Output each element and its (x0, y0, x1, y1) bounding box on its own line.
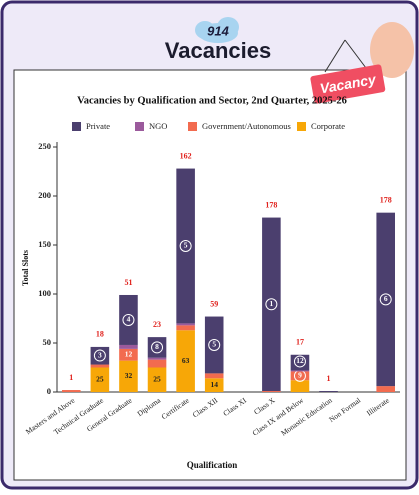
legend-swatch (188, 122, 197, 131)
private-badge-label: 5 (184, 241, 188, 250)
value-label: 25 (96, 374, 104, 383)
bar-segment (376, 386, 395, 392)
y-tick-label: 50 (43, 337, 52, 347)
top-label: 59 (210, 299, 218, 308)
chart-title: Vacancies by Qualification and Sector, 2… (77, 95, 347, 106)
bar-segment (319, 391, 338, 392)
top-label: 162 (180, 151, 192, 160)
private-badge-label: 1 (270, 299, 274, 308)
value-label: 63 (182, 356, 190, 365)
value-label: 25 (153, 374, 161, 383)
y-tick-label: 200 (38, 190, 51, 200)
legend-swatch (135, 122, 144, 131)
legend-label: Corporate (311, 121, 345, 131)
private-badge-label: 4 (127, 315, 131, 324)
top-label: 51 (124, 278, 132, 287)
bar-segment (176, 325, 195, 330)
private-badge-label: 12 (296, 356, 304, 365)
private-badge-label: 3 (98, 350, 102, 359)
top-label: 18 (96, 330, 104, 339)
page-title: Vacancies (165, 38, 271, 63)
top-label: 178 (380, 195, 392, 204)
bar-segment (148, 358, 167, 360)
legend-label: Private (86, 121, 110, 131)
bar-segment (91, 365, 110, 368)
private-badge-label: 8 (155, 342, 159, 351)
y-tick-label: 100 (38, 288, 51, 298)
top-label: 178 (265, 200, 277, 209)
badge: 914 (207, 23, 229, 38)
bar-segment (176, 323, 195, 325)
y-axis-label: Total Slots (21, 250, 30, 286)
bar-segment (205, 373, 224, 378)
legend-swatch (72, 122, 81, 131)
legend-label: NGO (149, 121, 167, 131)
top-label: 1 (327, 374, 331, 383)
y-tick-label: 250 (38, 141, 51, 151)
legend-label: Government/Autonomous (202, 121, 291, 131)
y-tick-label: 150 (38, 239, 51, 249)
bar-segment (262, 391, 281, 392)
value-label: 14 (210, 380, 218, 389)
value-label: 12 (125, 349, 133, 358)
page: 914 Vacancies Vacancy Vacancies by Quali… (0, 0, 419, 490)
legend-swatch (297, 122, 306, 131)
x-axis-label: Qualification (187, 460, 238, 470)
top-label: 23 (153, 320, 161, 329)
private-badge-label: 5 (212, 340, 216, 349)
bar-segment (119, 345, 138, 349)
value-label: 9 (298, 371, 302, 380)
top-label: 17 (296, 338, 304, 347)
value-label: 32 (125, 371, 133, 380)
top-label: 1 (69, 373, 73, 382)
bar-segment (291, 380, 310, 392)
bar-segment (148, 360, 167, 368)
bar-segment (291, 370, 310, 371)
bar-segment (62, 390, 81, 392)
y-tick-label: 0 (47, 386, 51, 396)
private-badge-label: 6 (384, 294, 388, 303)
